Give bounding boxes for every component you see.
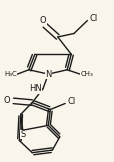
Text: S: S [20, 130, 25, 139]
Text: N: N [45, 70, 51, 79]
Text: Cl: Cl [67, 97, 75, 106]
Text: Cl: Cl [89, 14, 97, 23]
Text: O: O [39, 16, 46, 25]
Text: CH₃: CH₃ [80, 71, 93, 77]
Text: HN: HN [29, 84, 41, 93]
Text: H₃C: H₃C [4, 71, 17, 77]
Text: O: O [3, 96, 10, 105]
